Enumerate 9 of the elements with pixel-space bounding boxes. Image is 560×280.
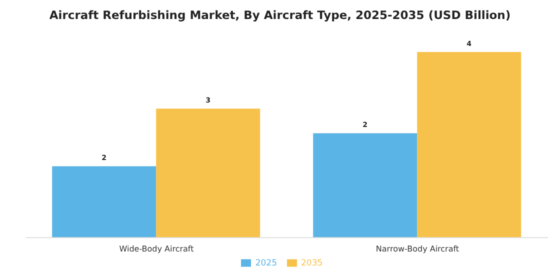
bar	[313, 133, 418, 238]
bar	[156, 108, 260, 238]
x-tick-label: Wide-Body Aircraft	[119, 244, 194, 254]
bar	[417, 52, 522, 238]
bar	[52, 166, 156, 238]
x-tick-label: Narrow-Body Aircraft	[376, 244, 460, 254]
chart-title: Aircraft Refurbishing Market, By Aircraft Type, 2025-2035 (USD Billion)	[48, 8, 512, 22]
legend-label: 2035	[301, 258, 323, 268]
legend-label: 2025	[255, 258, 277, 268]
